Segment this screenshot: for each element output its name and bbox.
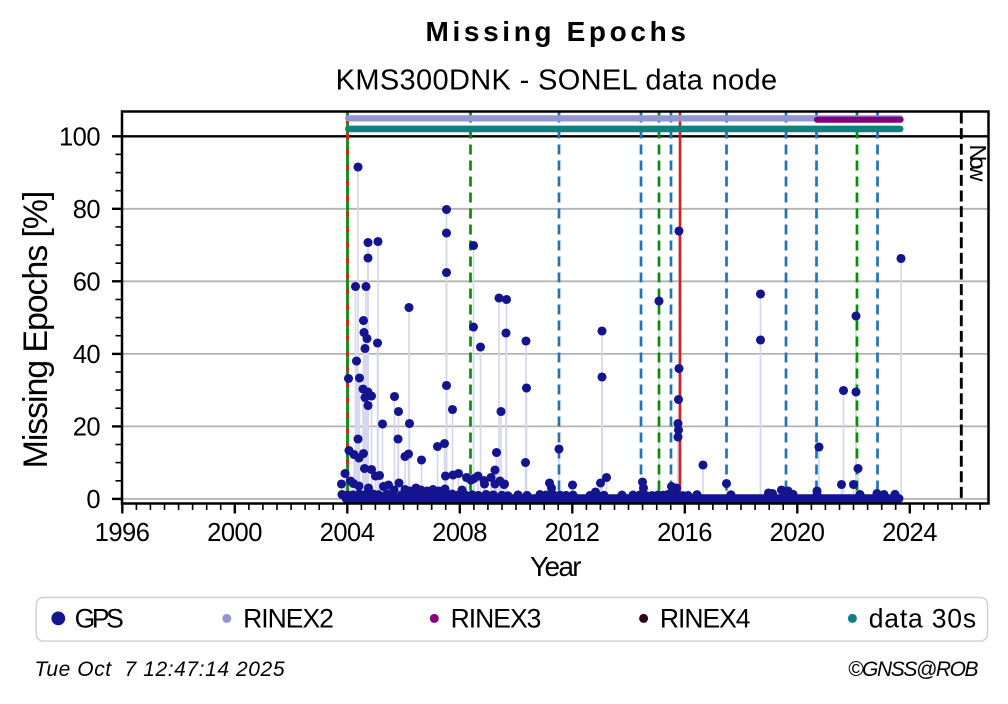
svg-text:Missing Epochs [%]: Missing Epochs [%] (17, 191, 55, 469)
svg-text:100: 100 (59, 124, 101, 152)
svg-text:80: 80 (73, 196, 101, 224)
svg-text:Missing Epochs: Missing Epochs (426, 16, 686, 47)
svg-text:data 30s: data 30s (869, 603, 976, 633)
svg-text:40: 40 (73, 341, 101, 369)
svg-text:RINEX2: RINEX2 (243, 603, 334, 633)
svg-text:2008: 2008 (432, 519, 487, 547)
svg-text:2012: 2012 (545, 519, 600, 547)
svg-text:GPS: GPS (75, 603, 124, 633)
svg-text:Tue Oct 7 12:47:14 2025: Tue Oct 7 12:47:14 2025 (35, 658, 285, 681)
svg-text:0: 0 (86, 486, 100, 514)
svg-text:60: 60 (73, 269, 101, 297)
svg-text:2016: 2016 (657, 519, 712, 547)
svg-text:RINEX4: RINEX4 (660, 603, 751, 633)
svg-text:2000: 2000 (207, 519, 262, 547)
svg-text:Now: Now (965, 145, 991, 183)
svg-text:2004: 2004 (320, 519, 375, 547)
svg-text:20: 20 (73, 414, 101, 442)
svg-text:2024: 2024 (882, 519, 937, 547)
svg-text:Year: Year (530, 551, 582, 582)
svg-text:RINEX3: RINEX3 (451, 603, 542, 633)
svg-text:2020: 2020 (770, 519, 825, 547)
svg-text:©GNSS@ROB: ©GNSS@ROB (848, 658, 979, 681)
svg-text:1996: 1996 (95, 519, 150, 547)
svg-text:KMS300DNK - SONEL data node: KMS300DNK - SONEL data node (336, 64, 778, 96)
